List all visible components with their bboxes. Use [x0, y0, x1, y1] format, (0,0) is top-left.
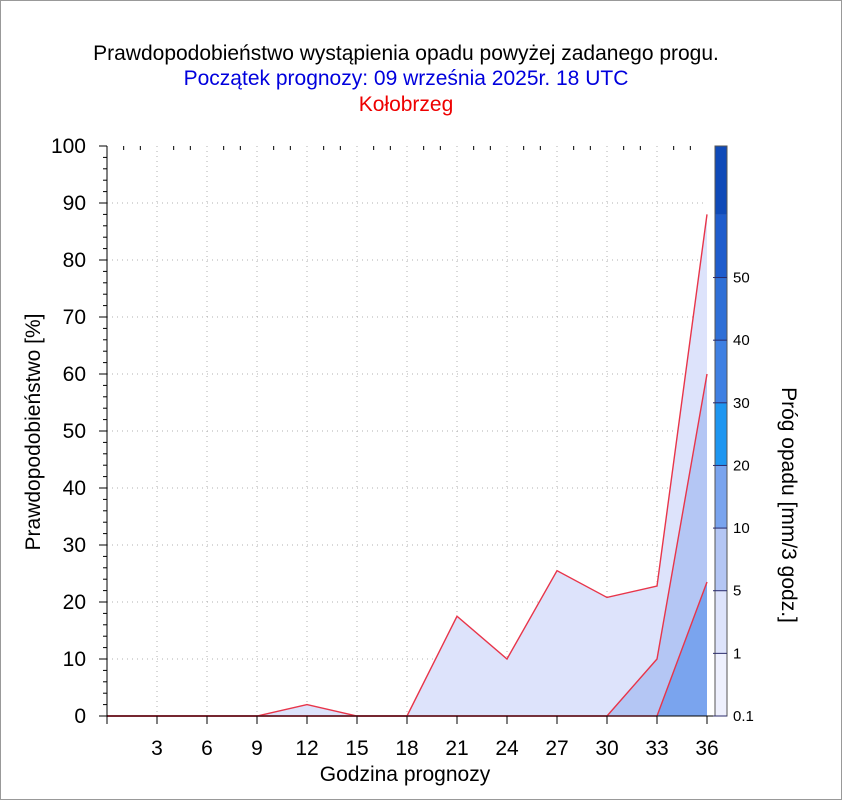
colorbar-tick-label: 1 — [733, 645, 741, 662]
x-tick-label: 9 — [251, 737, 263, 760]
colorbar-tick-label: 5 — [733, 583, 741, 600]
forecast-start-subtitle: Początek prognozy: 09 września 2025r. 18… — [183, 67, 629, 90]
colorbar-segment — [715, 277, 727, 341]
axes — [99, 145, 715, 724]
colorbar-segment — [715, 146, 727, 215]
colorbar-segment — [715, 465, 727, 529]
y-tick-label: 30 — [63, 534, 86, 557]
colorbar-segment — [715, 590, 727, 654]
threshold-colorbar: 0.1 1 5 10 20 30 40 50 — [713, 145, 754, 725]
colorbar-tick-label: 0.1 — [733, 708, 754, 725]
x-tick-label: 3 — [151, 737, 163, 760]
x-tick-label: 18 — [395, 737, 418, 760]
colorbar-segment — [715, 214, 727, 278]
colorbar-tick-label: 20 — [733, 457, 750, 474]
x-tick-label: 6 — [201, 737, 213, 760]
x-tick-label: 36 — [695, 737, 718, 760]
colorbar-segment — [715, 528, 727, 591]
chart-title: Prawdopodobieństwo wystąpienia opadu pow… — [93, 42, 719, 65]
colorbar-tick-label: 10 — [733, 520, 750, 537]
x-tick-label: 33 — [645, 737, 668, 760]
colorbar-tick-label: 40 — [733, 332, 750, 349]
y-tick-label: 10 — [63, 648, 86, 671]
x-tick-label: 30 — [595, 737, 618, 760]
colorbar-segment — [715, 653, 727, 716]
y-tick-label: 50 — [63, 420, 86, 443]
x-axis-ticks: 3 6 9 12 15 18 21 24 27 30 33 36 — [151, 737, 719, 760]
y-tick-label: 60 — [63, 363, 86, 386]
x-tick-label: 15 — [345, 737, 368, 760]
colorbar-tick-label: 30 — [733, 395, 750, 412]
x-tick-label: 24 — [495, 737, 519, 760]
y-tick-label: 0 — [74, 705, 86, 728]
y-tick-label: 80 — [63, 249, 86, 272]
x-tick-label: 12 — [295, 737, 318, 760]
area-threshold-0.1 — [107, 214, 707, 716]
grid-lines — [107, 146, 707, 716]
x-axis-label: Godzina prognozy — [320, 763, 491, 786]
location-subtitle: Kołobrzeg — [358, 93, 454, 116]
y-tick-label: 100 — [51, 135, 86, 158]
probability-areas — [107, 214, 707, 716]
y-axis-ticks: 0 10 20 30 40 50 60 70 80 90 100 — [51, 135, 86, 728]
y-tick-label: 90 — [63, 192, 86, 215]
y-axis-label: Prawdopodobieństwo [%] — [22, 314, 45, 551]
colorbar-segment — [715, 402, 727, 466]
colorbar-tick-label: 50 — [733, 270, 750, 287]
colorbar-label: Próg opadu [mm/3 godz.] — [777, 387, 800, 623]
x-tick-label: 27 — [545, 737, 568, 760]
area-threshold-1 — [107, 374, 707, 716]
colorbar-segment — [715, 340, 727, 403]
y-tick-label: 70 — [63, 306, 86, 329]
x-tick-label: 21 — [445, 737, 468, 760]
y-tick-label: 40 — [63, 477, 86, 500]
y-tick-label: 20 — [63, 591, 86, 614]
